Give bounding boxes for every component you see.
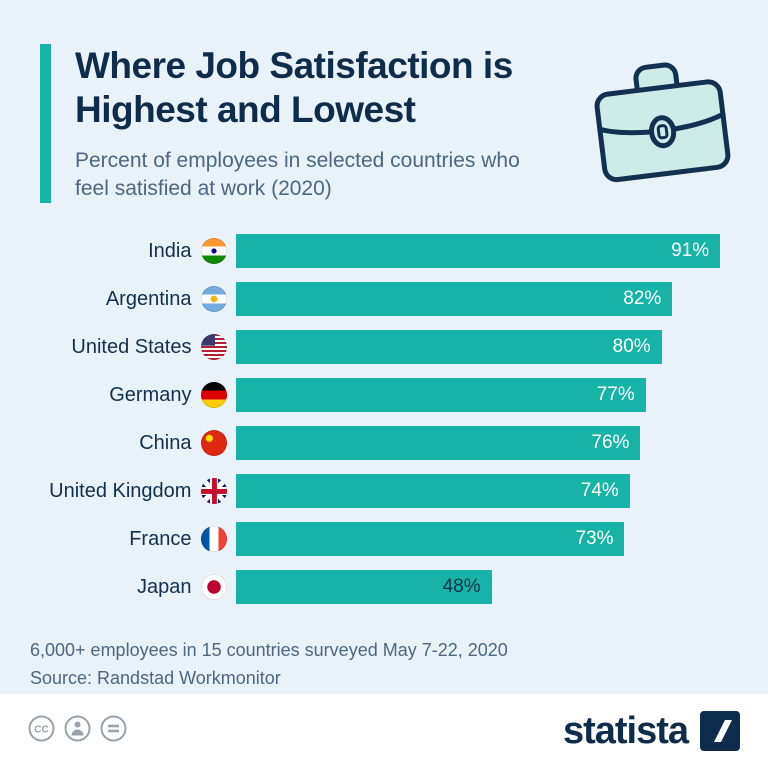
bar-track: 48% [236, 570, 768, 605]
license-icons: CC [28, 715, 127, 747]
value-bar: 73% [236, 522, 625, 557]
attribution-icon[interactable] [64, 715, 91, 747]
country-label: Germany [109, 383, 192, 406]
chart-row: Germany 77% [30, 371, 768, 419]
flag-germany-icon [201, 382, 228, 409]
value-bar: 80% [236, 330, 662, 365]
bar-track: 91% [236, 234, 768, 269]
bar-track: 77% [236, 378, 768, 413]
statista-logo[interactable]: statista [563, 710, 740, 753]
value-label: 48% [442, 576, 481, 598]
bar-track: 73% [236, 522, 768, 557]
flag-japan-icon [201, 574, 228, 601]
bar-track: 74% [236, 474, 768, 509]
cc-icon[interactable]: CC [28, 715, 55, 747]
bar-track: 82% [236, 282, 768, 317]
page-subtitle: Percent of employees in selected countri… [75, 148, 520, 201]
flag-india-icon [201, 238, 228, 265]
header-text: Where Job Satisfaction is Highest and Lo… [75, 44, 738, 203]
chart-row: India 91% [30, 227, 768, 275]
country-label: India [148, 239, 192, 262]
country-label: United Kingdom [49, 479, 192, 502]
flag-united-states-icon [201, 334, 228, 361]
country-label: France [129, 527, 192, 550]
bar-chart: India 91% Argentina 82% United States 80% Germ… [0, 227, 768, 611]
equals-icon[interactable] [100, 715, 127, 747]
chart-row: United Kingdom 74% [30, 467, 768, 515]
flag-united-kingdom-icon [201, 478, 228, 505]
bar-track: 76% [236, 426, 768, 461]
country-label: United States [71, 335, 192, 358]
value-bar: 74% [236, 474, 630, 509]
country-label: China [139, 431, 192, 454]
chart-row: Japan 48% [30, 563, 768, 611]
value-bar: 77% [236, 378, 646, 413]
value-bar: 48% [236, 570, 492, 605]
briefcase-icon [580, 52, 740, 197]
flag-china-icon [201, 430, 228, 457]
country-label: Argentina [105, 287, 192, 310]
statista-wordmark: statista [562, 709, 689, 752]
survey-note: 6,000+ employees in 15 countries surveye… [30, 640, 508, 661]
value-label: 74% [580, 480, 619, 502]
chart-row: United States 80% [30, 323, 768, 371]
value-label: 91% [671, 240, 710, 262]
title-accent-bar [40, 44, 51, 204]
value-label: 73% [575, 528, 614, 550]
value-bar: 76% [236, 426, 641, 461]
value-label: 76% [591, 432, 630, 454]
svg-text:CC: CC [34, 725, 48, 736]
value-label: 77% [596, 384, 635, 406]
page-title: Where Job Satisfaction is Highest and Lo… [75, 45, 513, 131]
bar-track: 80% [236, 330, 768, 365]
value-label: 80% [612, 336, 651, 358]
chart-row: France 73% [30, 515, 768, 563]
value-bar: 91% [236, 234, 721, 269]
value-label: 82% [623, 288, 662, 310]
country-label: Japan [136, 575, 192, 598]
chart-row: Argentina 82% [30, 275, 768, 323]
statista-mark-icon [700, 711, 740, 751]
flag-argentina-icon [201, 286, 228, 313]
bottom-bar: CC statista [0, 694, 768, 768]
chart-row: China 76% [30, 419, 768, 467]
value-bar: 82% [236, 282, 673, 317]
header: Where Job Satisfaction is Highest and Lo… [0, 0, 768, 204]
source-note: Source: Randstad Workmonitor [30, 668, 281, 689]
footnote: 6,000+ employees in 15 countries surveye… [0, 611, 768, 693]
flag-france-icon [201, 526, 228, 553]
